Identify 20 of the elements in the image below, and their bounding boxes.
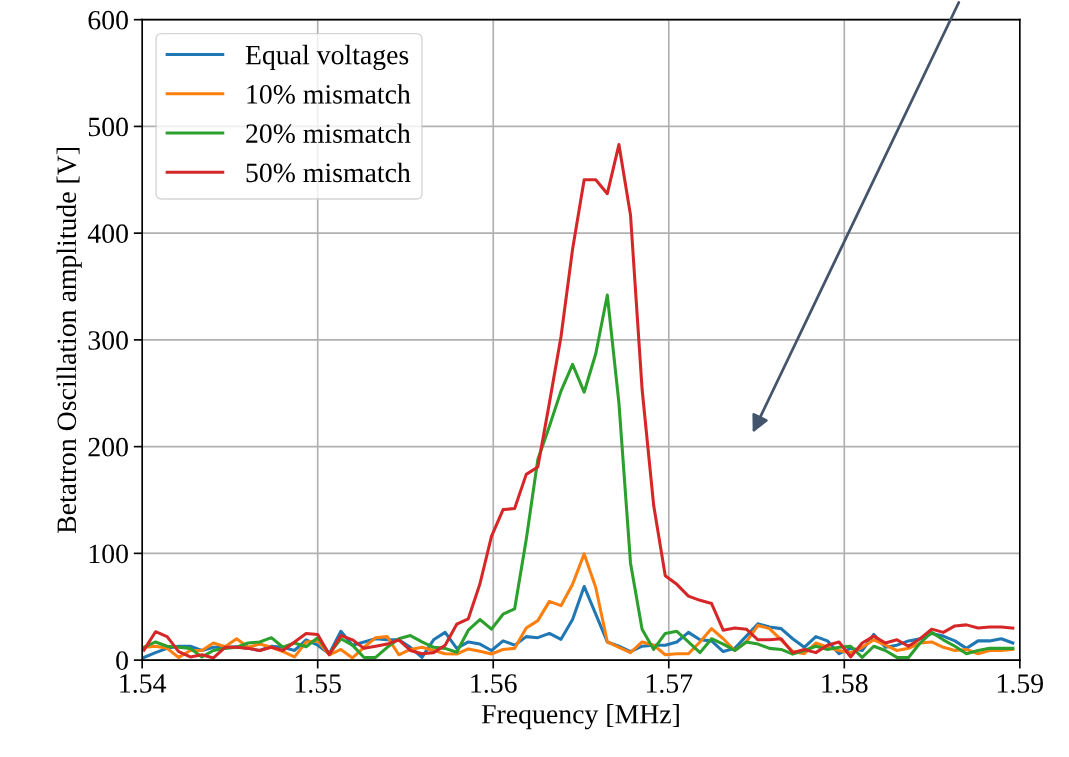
legend-label: Equal voltages bbox=[245, 44, 409, 71]
x-tick-label: 1.58 bbox=[822, 674, 868, 693]
y-tick-label: 600 bbox=[88, 10, 128, 30]
y-axis-title: Betatron Oscillation amplitude [V] bbox=[56, 147, 82, 534]
x-tick-label: 1.57 bbox=[646, 674, 693, 693]
y-tick-label: 100 bbox=[89, 544, 128, 564]
x-tick-label: 1.56 bbox=[471, 674, 517, 693]
legend-label: 10% mismatch bbox=[247, 84, 411, 104]
line-series bbox=[142, 143, 1015, 660]
x-tick-label: 1.59 bbox=[997, 674, 1043, 693]
legend-label: 50% mismatch bbox=[246, 162, 411, 183]
y-tick-label: 200 bbox=[88, 437, 128, 457]
y-tick-label: 500 bbox=[88, 117, 128, 137]
x-axis-title: Frequency [MHz] bbox=[481, 704, 679, 730]
legend-label: 20% mismatch bbox=[246, 123, 411, 144]
y-tick-label: 400 bbox=[87, 224, 128, 244]
y-tick-label: 300 bbox=[88, 331, 128, 350]
x-tick-label: 1.55 bbox=[295, 674, 341, 693]
y-tick-label: 0 bbox=[116, 651, 128, 671]
x-tick-label: 1.54 bbox=[120, 674, 167, 693]
